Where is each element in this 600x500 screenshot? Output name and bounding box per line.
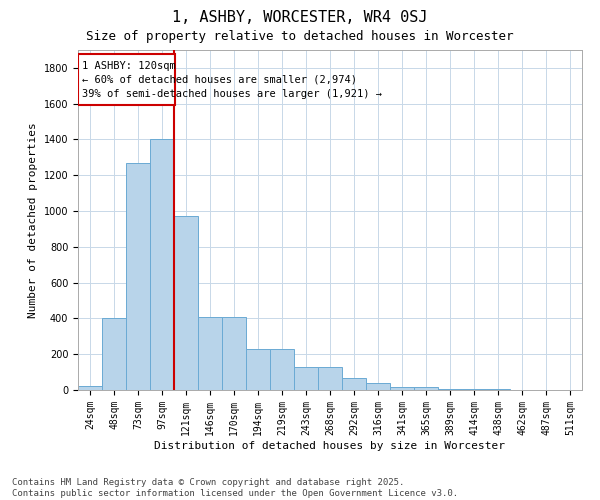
X-axis label: Distribution of detached houses by size in Worcester: Distribution of detached houses by size …: [155, 440, 505, 450]
Bar: [78, 54, 175, 106]
Text: 1 ASHBY: 120sqm
← 60% of detached houses are smaller (2,974)
39% of semi-detache: 1 ASHBY: 120sqm ← 60% of detached houses…: [82, 60, 382, 98]
Bar: [102, 318, 126, 390]
Bar: [462, 389, 486, 390]
Bar: [222, 316, 246, 390]
Text: Size of property relative to detached houses in Worcester: Size of property relative to detached ho…: [86, 30, 514, 43]
Bar: [174, 216, 198, 390]
Bar: [342, 378, 366, 390]
Bar: [78, 386, 102, 390]
Y-axis label: Number of detached properties: Number of detached properties: [28, 122, 38, 318]
Bar: [294, 366, 318, 390]
Bar: [390, 388, 414, 390]
Bar: [366, 383, 390, 390]
Bar: [126, 162, 150, 390]
Text: 1, ASHBY, WORCESTER, WR4 0SJ: 1, ASHBY, WORCESTER, WR4 0SJ: [172, 10, 428, 25]
Bar: [438, 389, 462, 390]
Bar: [318, 366, 342, 390]
Bar: [270, 349, 294, 390]
Bar: [246, 349, 270, 390]
Text: Contains HM Land Registry data © Crown copyright and database right 2025.
Contai: Contains HM Land Registry data © Crown c…: [12, 478, 458, 498]
Bar: [198, 316, 222, 390]
Bar: [150, 140, 174, 390]
Bar: [414, 388, 438, 390]
